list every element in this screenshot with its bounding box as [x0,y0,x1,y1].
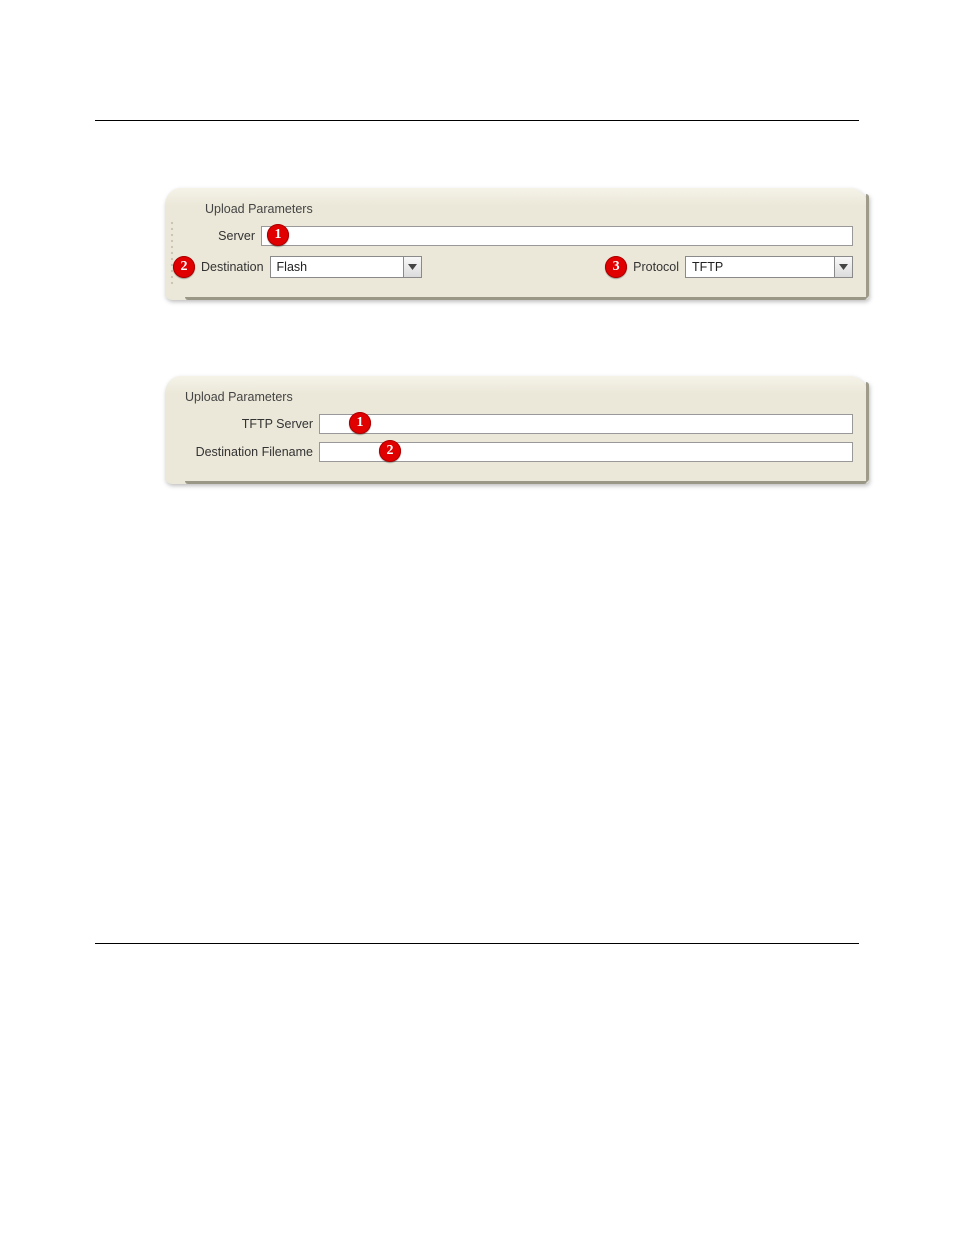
li-2-num: 2 [135,559,153,578]
header-rule [95,120,859,121]
li-2-sub: For devices not running ExtremeXOS, ente… [193,586,859,605]
specify-heading: Specify Image, Install Location, and Par… [95,645,859,660]
destination-value: Flash [271,260,403,274]
server-input[interactable] [261,226,853,246]
page-footer: Ridgeline Reference Guide 605 [95,950,859,962]
li-1-num: 1 [135,533,153,552]
specify-para-2: The software image drop down list displa… [95,695,859,714]
chevron-down-icon [403,257,421,277]
li-2-text: In the Destination list, select whether … [161,559,835,578]
upload-parameters-fieldset-1: Upload Parameters Server 1 2 Destination… [205,202,853,284]
list-intro: To upload: [95,504,859,523]
destination-label: Destination [201,260,264,274]
between-paragraph: In older versions of Ridgeline or in dev… [95,320,859,339]
li-3-num: 3 [135,613,153,632]
callout-2: 2 [173,256,195,278]
footer-right: 605 [841,950,859,962]
tftp-server-label: TFTP Server [185,417,313,431]
row-dest-proto: 2 Destination Flash 3 Protocol TFTP [205,256,853,278]
protocol-value: TFTP [686,260,834,274]
fieldset-legend-1: Upload Parameters [205,202,853,216]
destination-select[interactable]: Flash [270,256,422,278]
intro-paragraph: Upload Parameters is where you specify t… [95,131,859,150]
li-1-text: In the Server box, type the IP address o… [161,533,650,552]
page-header: Maintaining the System Maintaining the S… [704,68,859,98]
panel-2-body: Upload Parameters TFTP Server 1 Destinat… [165,376,869,484]
protocol-select[interactable]: TFTP [685,256,853,278]
figure-2-caption: Figure 20-3 Software Image Upload Parame… [95,352,859,366]
tftp-server-input[interactable] [319,414,853,434]
grip-icon [167,218,175,284]
row-server: Server 1 [205,226,853,246]
panel-1-body: Upload Parameters Server 1 2 Destination… [165,188,869,300]
server-label: Server [205,229,255,243]
upload-parameters-panel-1: Upload Parameters Server 1 2 Destination… [165,188,869,300]
row-tftp-server: TFTP Server 1 [185,414,853,434]
row-dest-filename: Destination Filename 2 [185,442,853,462]
callout-1: 1 [267,224,289,246]
footer-left: Ridgeline Reference Guide [95,950,221,962]
note-text: The ExtremeXOS version number supported … [95,747,859,803]
dest-filename-label: Destination Filename [185,445,313,459]
footer-rule [95,943,859,944]
page: Maintaining the System Maintaining the S… [0,0,954,1022]
header-line-1: Maintaining the System [704,68,859,83]
upload-parameters-fieldset-2: Upload Parameters TFTP Server 1 Destinat… [185,390,853,468]
figure-1-caption: Figure 20-2 Software Image Upload Parame… [95,164,859,178]
upload-parameters-panel-2: Upload Parameters TFTP Server 1 Destinat… [165,376,869,484]
chevron-down-icon [834,257,852,277]
specify-para-1: The Software Image section is where you … [95,670,859,689]
li-3-text: In the Protocol list, click the protocol… [161,613,682,632]
instruction-list: 1 In the Server box, type the IP address… [135,533,859,631]
protocol-label: Protocol [633,260,679,274]
header-line-2: Maintaining the Software Image [704,83,859,98]
callout-3: 3 [605,256,627,278]
fieldset-legend-2: Upload Parameters [185,390,853,404]
note-heading: NOTE [95,727,859,741]
